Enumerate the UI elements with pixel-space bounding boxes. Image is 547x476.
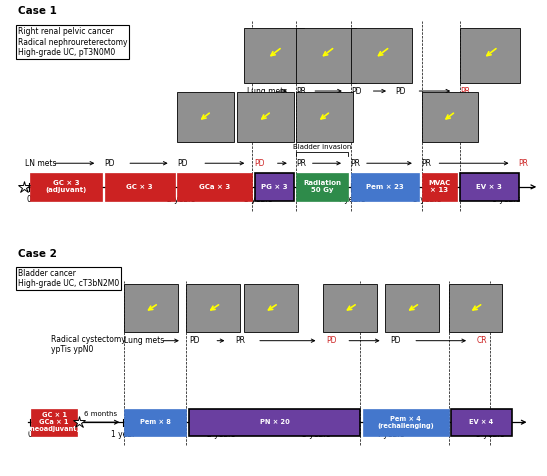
- Bar: [244, 284, 298, 332]
- Bar: [187, 284, 240, 332]
- Text: 2 years: 2 years: [167, 195, 196, 204]
- Text: Case 1: Case 1: [18, 6, 57, 16]
- Bar: [296, 29, 357, 83]
- Text: MVAC
× 13: MVAC × 13: [428, 180, 451, 193]
- Text: 2 years: 2 years: [207, 429, 235, 438]
- Bar: [323, 284, 377, 332]
- Bar: [296, 173, 348, 201]
- Text: 3 years: 3 years: [302, 429, 331, 438]
- Text: Case 2: Case 2: [18, 249, 57, 259]
- Text: PD: PD: [390, 336, 400, 345]
- Bar: [351, 173, 419, 201]
- Bar: [124, 409, 187, 436]
- Text: PD: PD: [352, 87, 362, 96]
- Text: GC × 3: GC × 3: [126, 184, 153, 190]
- Bar: [460, 29, 520, 83]
- Bar: [352, 29, 411, 83]
- Text: 1 year: 1 year: [111, 429, 136, 438]
- Text: Pem × 8: Pem × 8: [140, 419, 171, 425]
- Text: Pem × 4
(rechallenging): Pem × 4 (rechallenging): [377, 416, 434, 429]
- Text: Lung mets: Lung mets: [124, 336, 165, 345]
- Bar: [177, 92, 234, 142]
- Text: 5 years: 5 years: [413, 195, 441, 204]
- Text: GCa × 3: GCa × 3: [199, 184, 230, 190]
- Bar: [386, 284, 439, 332]
- Text: 4 years: 4 years: [337, 195, 366, 204]
- Text: PR: PR: [235, 336, 245, 345]
- Text: CR: CR: [476, 336, 487, 345]
- Text: Pem × 23: Pem × 23: [366, 184, 404, 190]
- Text: PR: PR: [296, 87, 306, 96]
- Bar: [237, 92, 294, 142]
- Text: PD: PD: [254, 159, 264, 168]
- Text: Radiation
50 Gy: Radiation 50 Gy: [304, 180, 341, 193]
- Text: 3 years: 3 years: [244, 195, 272, 204]
- Text: EV × 4: EV × 4: [469, 419, 494, 425]
- Text: Lung mets: Lung mets: [247, 87, 288, 96]
- Bar: [460, 173, 519, 201]
- Bar: [124, 284, 178, 332]
- Bar: [105, 173, 175, 201]
- Text: LN mets: LN mets: [25, 159, 56, 168]
- Bar: [449, 284, 503, 332]
- Bar: [177, 173, 252, 201]
- Text: PR: PR: [296, 159, 306, 168]
- Bar: [31, 409, 77, 436]
- Text: PD: PD: [177, 159, 188, 168]
- Text: Bladder invasion: Bladder invasion: [293, 144, 352, 150]
- Bar: [30, 173, 102, 201]
- Bar: [244, 29, 304, 83]
- Text: PN × 20: PN × 20: [260, 419, 290, 425]
- Text: PR: PR: [518, 159, 528, 168]
- Text: PR: PR: [351, 159, 360, 168]
- Bar: [189, 409, 360, 436]
- Bar: [422, 92, 478, 142]
- Text: PD: PD: [189, 336, 200, 345]
- Text: Bladder cancer
High-grade UC, cT3bN2M0: Bladder cancer High-grade UC, cT3bN2M0: [18, 269, 119, 288]
- Text: 0: 0: [26, 195, 31, 204]
- Text: 0: 0: [28, 429, 33, 438]
- Text: PR: PR: [460, 87, 470, 96]
- Text: PR: PR: [422, 159, 432, 168]
- Text: PD: PD: [326, 336, 336, 345]
- Text: Right renal pelvic cancer
Radical nephroureterectomy
High-grade UC, pT3N0M0: Right renal pelvic cancer Radical nephro…: [18, 27, 127, 57]
- Bar: [363, 409, 449, 436]
- Text: 6 months: 6 months: [84, 411, 118, 417]
- Text: PG × 3: PG × 3: [261, 184, 288, 190]
- Text: Radical cystectomy
ypTis ypN0: Radical cystectomy ypTis ypN0: [51, 335, 126, 354]
- Text: PD: PD: [395, 87, 406, 96]
- Text: 5 years: 5 years: [476, 429, 504, 438]
- Bar: [422, 173, 457, 201]
- Bar: [451, 409, 512, 436]
- Text: 4 years: 4 years: [376, 429, 404, 438]
- Bar: [296, 92, 353, 142]
- Text: EV × 3: EV × 3: [476, 184, 502, 190]
- Text: GC × 3
(adjuvant): GC × 3 (adjuvant): [45, 180, 86, 193]
- Text: GC × 1
GCa × 1
(neoadjuvant): GC × 1 GCa × 1 (neoadjuvant): [28, 412, 80, 432]
- Bar: [255, 173, 294, 201]
- Text: 6 years: 6 years: [492, 195, 520, 204]
- Text: PD: PD: [104, 159, 114, 168]
